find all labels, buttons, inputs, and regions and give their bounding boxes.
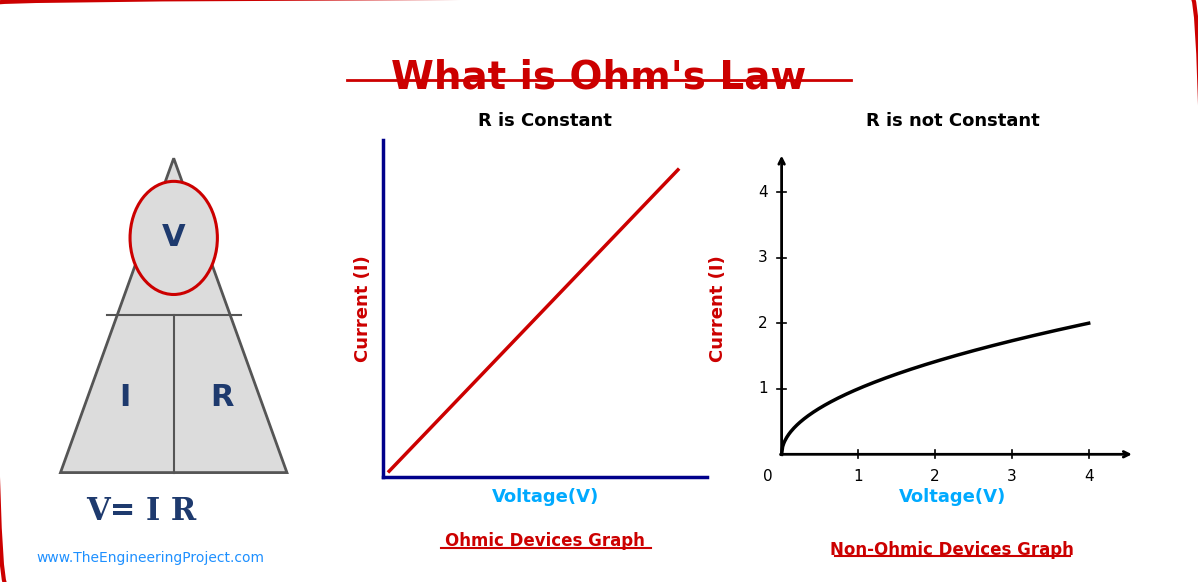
Text: Ohmic Devices Graph: Ohmic Devices Graph [446, 532, 645, 550]
Text: V: V [162, 223, 186, 253]
Circle shape [131, 182, 217, 294]
Text: I: I [120, 382, 131, 411]
Text: www.TheEngineeringProject.com: www.TheEngineeringProject.com [36, 551, 264, 565]
Title: R is Constant: R is Constant [478, 112, 612, 130]
Text: 4: 4 [758, 184, 768, 200]
Text: 0: 0 [763, 469, 773, 484]
X-axis label: Voltage(V): Voltage(V) [491, 488, 599, 506]
X-axis label: Voltage(V): Voltage(V) [898, 488, 1006, 506]
Text: 1: 1 [758, 381, 768, 396]
Text: Non-Ohmic Devices Graph: Non-Ohmic Devices Graph [830, 541, 1075, 559]
Text: 2: 2 [931, 469, 940, 484]
Polygon shape [61, 158, 288, 473]
Y-axis label: Current (I): Current (I) [709, 255, 727, 362]
Title: R is not Constant: R is not Constant [865, 112, 1040, 130]
Y-axis label: Current (I): Current (I) [355, 255, 373, 362]
Text: 1: 1 [853, 469, 864, 484]
Text: What is Ohm's Law: What is Ohm's Law [392, 58, 806, 96]
Text: 2: 2 [758, 315, 768, 331]
Text: 3: 3 [1008, 469, 1017, 484]
Text: R: R [211, 382, 234, 411]
Text: 3: 3 [758, 250, 768, 265]
Text: 4: 4 [1084, 469, 1094, 484]
Text: V= I R: V= I R [86, 496, 196, 527]
